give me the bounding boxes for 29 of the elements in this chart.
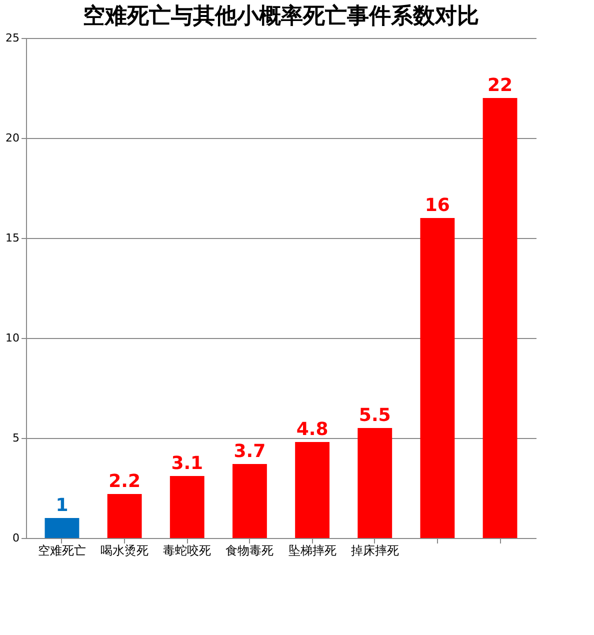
data-label: 3.1 — [171, 453, 204, 474]
x-tick-label: 喝水烫死 — [100, 544, 149, 558]
data-label: 3.7 — [234, 441, 266, 462]
bar — [44, 518, 80, 538]
y-tick-label: 0 — [12, 532, 20, 544]
y-tick-label: 15 — [6, 232, 20, 244]
y-tick-label: 25 — [6, 32, 20, 44]
bar — [482, 98, 518, 538]
y-tick-label: 10 — [6, 332, 20, 344]
data-label: 1 — [56, 495, 68, 516]
x-tick-label: 食物毒死 — [226, 544, 274, 558]
bar — [170, 476, 204, 538]
chart-title: 空难死亡与其他小概率死亡事件系数对比 — [83, 3, 479, 29]
x-tick-label: 毒蛇咬死 — [163, 544, 212, 558]
y-tick-label: 20 — [6, 132, 20, 144]
data-label: 2.2 — [108, 471, 141, 492]
y-tick-label: 5 — [12, 432, 20, 444]
bar — [232, 464, 267, 538]
data-label: 16 — [424, 195, 450, 216]
bar — [295, 442, 330, 538]
data-label: 5.5 — [358, 405, 391, 426]
bar — [107, 494, 142, 538]
bar — [420, 218, 455, 538]
bar — [358, 428, 392, 538]
x-tick-label: 坠梯摔死 — [288, 544, 336, 558]
data-label: 4.8 — [296, 419, 328, 440]
data-label: 22 — [487, 75, 513, 96]
x-tick-label: 空难死亡 — [38, 544, 86, 558]
x-tick-label: 掉床摔死 — [350, 544, 399, 558]
